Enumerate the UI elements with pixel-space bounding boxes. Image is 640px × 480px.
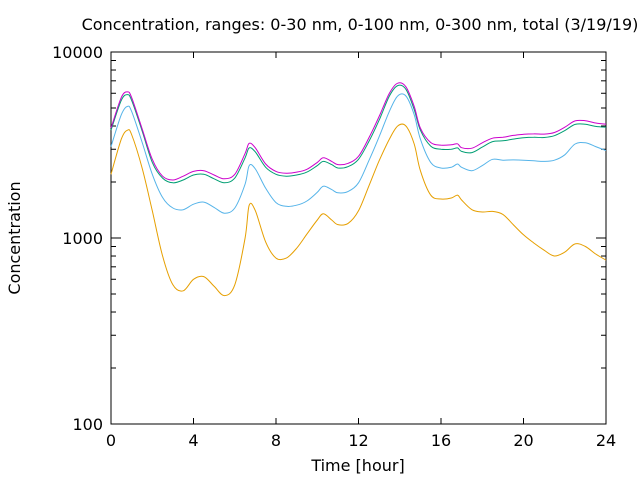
series-line-3: [110, 84, 607, 184]
y-tick-label: 10000: [52, 43, 103, 62]
series-line-2: [110, 93, 607, 214]
x-tick-label: 20: [513, 431, 533, 450]
series-line-4: [110, 82, 607, 181]
x-tick-label: 16: [431, 431, 451, 450]
x-tick-label: 24: [596, 431, 616, 450]
x-tick-label: 8: [271, 431, 281, 450]
chart-title: Concentration, ranges: 0-30 nm, 0-100 nm…: [82, 15, 639, 34]
x-ticks: 0 4 8 12 16 20 24: [106, 52, 616, 450]
x-tick-label: 4: [188, 431, 198, 450]
x-tick-label: 12: [348, 431, 368, 450]
y-tick-label: 1000: [62, 229, 103, 248]
y-axis-label: Concentration: [5, 181, 24, 294]
y-minor-ticks: [111, 60, 606, 369]
x-tick-label: 0: [106, 431, 116, 450]
y-tick-label: 100: [72, 415, 103, 434]
x-axis-label: Time [hour]: [310, 456, 404, 475]
plot-frame: [110, 51, 607, 425]
series-line-1: [110, 123, 607, 297]
y-ticks: 100 1000 10000: [52, 43, 606, 434]
series-layer: [110, 82, 607, 297]
